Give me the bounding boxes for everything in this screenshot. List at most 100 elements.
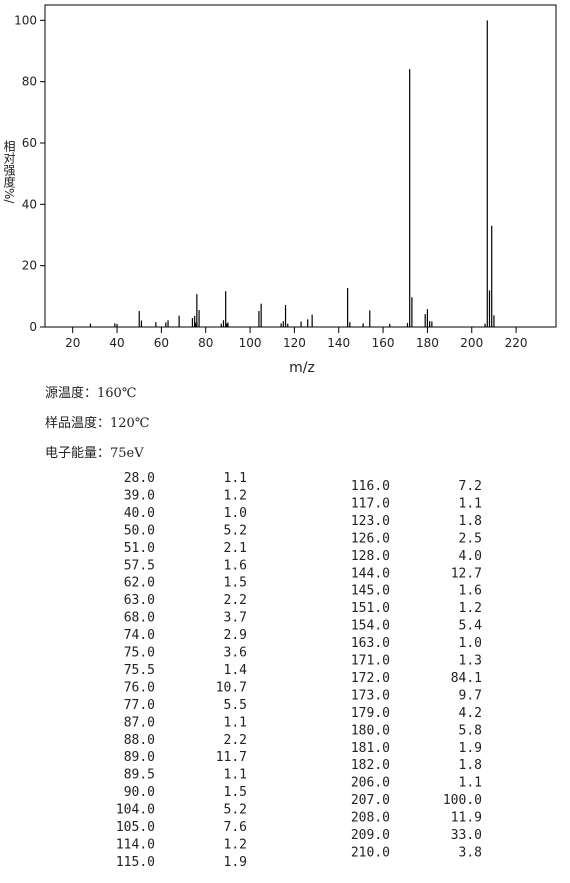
x-tick-label: 140 — [327, 336, 350, 350]
mz-cell: 88.0 — [124, 733, 155, 748]
intensity-cell: 2.9 — [224, 628, 247, 643]
intensity-cell: 1.0 — [224, 506, 247, 521]
intensity-cell: 1.1 — [224, 471, 247, 486]
mz-cell: 206.0 — [351, 776, 390, 791]
mz-cell: 50.0 — [124, 523, 155, 538]
y-tick-label: 60 — [22, 136, 37, 150]
intensity-cell: 1.1 — [224, 715, 247, 730]
mz-cell: 151.0 — [351, 601, 390, 616]
mz-cell: 114.0 — [116, 837, 155, 852]
intensity-cell: 7.6 — [224, 820, 247, 835]
mz-cell: 126.0 — [351, 531, 390, 546]
y-tick-label: 40 — [22, 197, 37, 211]
intensity-cell: 5.8 — [459, 723, 482, 738]
condition: 样品温度：120℃ — [45, 415, 149, 431]
mz-cell: 57.5 — [124, 558, 155, 573]
x-tick-label: 20 — [65, 336, 80, 350]
intensity-cell: 100.0 — [443, 793, 482, 808]
mz-cell: 104.0 — [116, 803, 155, 818]
intensity-cell: 1.8 — [459, 758, 482, 773]
intensity-cell: 33.0 — [451, 828, 482, 843]
intensity-cell: 1.3 — [459, 654, 482, 669]
x-tick-label: 160 — [372, 336, 395, 350]
intensity-cell: 1.0 — [459, 636, 482, 651]
y-axis-label: 相对强度%/ — [2, 140, 16, 205]
mz-cell: 40.0 — [124, 506, 155, 521]
plot-frame — [44, 4, 557, 328]
intensity-cell: 7.2 — [459, 479, 482, 494]
mz-cell: 123.0 — [351, 514, 390, 529]
intensity-cell: 1.9 — [224, 855, 247, 870]
mz-cell: 163.0 — [351, 636, 390, 651]
mz-cell: 62.0 — [124, 576, 155, 591]
intensity-cell: 12.7 — [451, 566, 482, 581]
intensity-cell: 1.2 — [224, 488, 247, 503]
mz-cell: 128.0 — [351, 549, 390, 564]
mz-cell: 173.0 — [351, 688, 390, 703]
intensity-cell: 2.2 — [224, 593, 247, 608]
intensity-cell: 1.9 — [459, 741, 482, 756]
y-tick-label: 80 — [22, 75, 37, 89]
mz-cell: 76.0 — [124, 680, 155, 695]
intensity-cell: 3.6 — [224, 646, 247, 661]
mz-cell: 68.0 — [124, 611, 155, 626]
mz-cell: 181.0 — [351, 741, 390, 756]
intensity-cell: 4.2 — [459, 706, 482, 721]
intensity-cell: 1.2 — [459, 601, 482, 616]
intensity-cell: 4.0 — [459, 549, 482, 564]
mz-cell: 179.0 — [351, 706, 390, 721]
intensity-cell: 1.2 — [224, 837, 247, 852]
intensity-cell: 10.7 — [216, 680, 247, 695]
intensity-cell: 5.2 — [224, 803, 247, 818]
mz-cell: 144.0 — [351, 566, 390, 581]
intensity-cell: 1.5 — [224, 785, 247, 800]
x-tick-label: 200 — [460, 336, 483, 350]
y-tick-label: 100 — [14, 13, 37, 27]
intensity-cell: 2.1 — [224, 541, 247, 556]
intensity-cell: 2.2 — [224, 733, 247, 748]
y-tick-label: 0 — [29, 320, 37, 334]
mz-cell: 154.0 — [351, 619, 390, 634]
intensity-cell: 11.7 — [216, 750, 247, 765]
intensity-cell: 9.7 — [459, 688, 482, 703]
x-tick-label: 180 — [416, 336, 439, 350]
mz-cell: 87.0 — [124, 715, 155, 730]
intensity-cell: 5.4 — [459, 619, 483, 634]
intensity-cell: 1.5 — [224, 576, 247, 591]
intensity-cell: 3.8 — [459, 845, 482, 860]
mz-cell: 210.0 — [351, 845, 390, 860]
intensity-cell: 2.5 — [459, 531, 482, 546]
mz-cell: 89.5 — [124, 768, 155, 783]
intensity-cell: 84.1 — [451, 671, 482, 686]
mz-cell: 182.0 — [351, 758, 390, 773]
intensity-cell: 1.8 — [459, 514, 482, 529]
intensity-cell: 1.1 — [459, 776, 482, 791]
condition: 电子能量：75eV — [45, 446, 144, 461]
mz-cell: 145.0 — [351, 584, 390, 599]
intensity-cell: 3.7 — [224, 611, 247, 626]
mz-cell: 75.0 — [124, 646, 155, 661]
mz-cell: 180.0 — [351, 723, 390, 738]
mz-cell: 117.0 — [351, 496, 390, 511]
x-tick-label: 40 — [109, 336, 124, 350]
mz-cell: 89.0 — [124, 750, 155, 765]
intensity-cell: 1.1 — [459, 496, 482, 511]
mz-cell: 115.0 — [116, 855, 155, 870]
mz-cell: 63.0 — [124, 593, 155, 608]
mz-cell: 172.0 — [351, 671, 390, 686]
mz-cell: 207.0 — [351, 793, 390, 808]
intensity-cell: 11.9 — [451, 811, 482, 826]
x-axis-label: m/z — [289, 360, 315, 376]
condition: 源温度：160℃ — [45, 385, 136, 401]
intensity-cell: 1.1 — [224, 768, 247, 783]
mz-cell: 105.0 — [116, 820, 155, 835]
mz-cell: 75.5 — [124, 663, 155, 678]
intensity-cell: 5.2 — [224, 523, 247, 538]
x-tick-label: 220 — [505, 336, 528, 350]
mz-cell: 90.0 — [124, 785, 155, 800]
mz-cell: 77.0 — [124, 698, 155, 713]
x-tick-label: 80 — [198, 336, 213, 350]
mz-cell: 51.0 — [124, 541, 155, 556]
